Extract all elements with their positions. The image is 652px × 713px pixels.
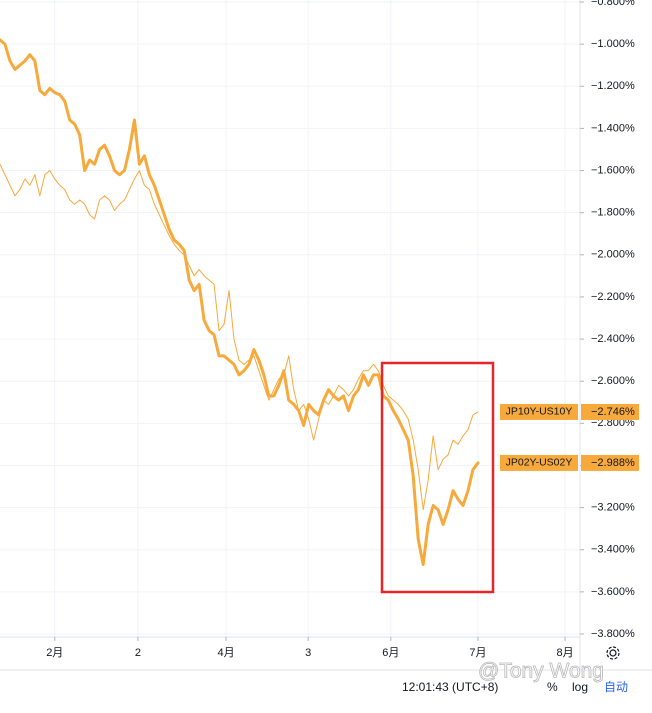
y-tick-label: −2.400% xyxy=(591,333,635,345)
labels: −0.800% −1.000% −1.200% −1.400% −1.600% −1.80… xyxy=(46,0,639,659)
highlight-box xyxy=(380,361,495,594)
y-tick-label: −3.200% xyxy=(591,502,635,514)
x-tick-label: 6月 xyxy=(382,647,399,659)
clock: 12:01:43 (UTC+8) xyxy=(402,680,498,694)
percent-toggle[interactable]: % xyxy=(547,680,558,694)
y-tick-label: −2.600% xyxy=(591,375,635,387)
x-tick-label: 2月 xyxy=(46,647,63,659)
last-value-label: −2.746% xyxy=(591,406,635,418)
y-tick-label: −2.800% xyxy=(591,417,635,429)
x-tick-label: 3 xyxy=(305,647,311,659)
series-name-box xyxy=(500,403,578,420)
y-tick-label: −1.800% xyxy=(591,207,635,219)
plot xyxy=(0,38,480,566)
settings-icon[interactable] xyxy=(606,646,620,660)
y-tick-label: −3.400% xyxy=(591,544,635,556)
x-tick-label: 8月 xyxy=(557,647,574,659)
auto-toggle[interactable]: 自动 xyxy=(604,680,628,694)
x-tick-label: 2 xyxy=(135,647,141,659)
series-name: JP02Y-US02Y xyxy=(506,457,573,469)
y-tick-label: −3.600% xyxy=(591,586,635,598)
y-tick-label: −0.800% xyxy=(591,0,635,8)
y-tick-label: −2.000% xyxy=(591,249,635,261)
series-name-box xyxy=(500,454,578,471)
watermark: @Tony Wong xyxy=(478,660,604,683)
log-toggle[interactable]: log xyxy=(572,680,588,694)
y-tick-label: −1.600% xyxy=(591,164,635,176)
last-value-label: −2.988% xyxy=(591,457,635,469)
series-line xyxy=(0,38,480,566)
x-tick-label: 7月 xyxy=(469,647,486,659)
series-name: JP10Y-US10Y xyxy=(506,406,573,418)
last-value-box xyxy=(581,454,639,471)
y-tick-label: −3.800% xyxy=(591,628,635,640)
y-tick-label: −1.400% xyxy=(591,122,635,134)
x-tick-label: 4月 xyxy=(217,647,234,659)
y-tick-label: −1.000% xyxy=(591,38,635,50)
y-tick-label: −2.200% xyxy=(591,291,635,303)
y-tick-label: −1.200% xyxy=(591,80,635,92)
series-line xyxy=(0,163,479,511)
last-value-box xyxy=(581,403,639,420)
